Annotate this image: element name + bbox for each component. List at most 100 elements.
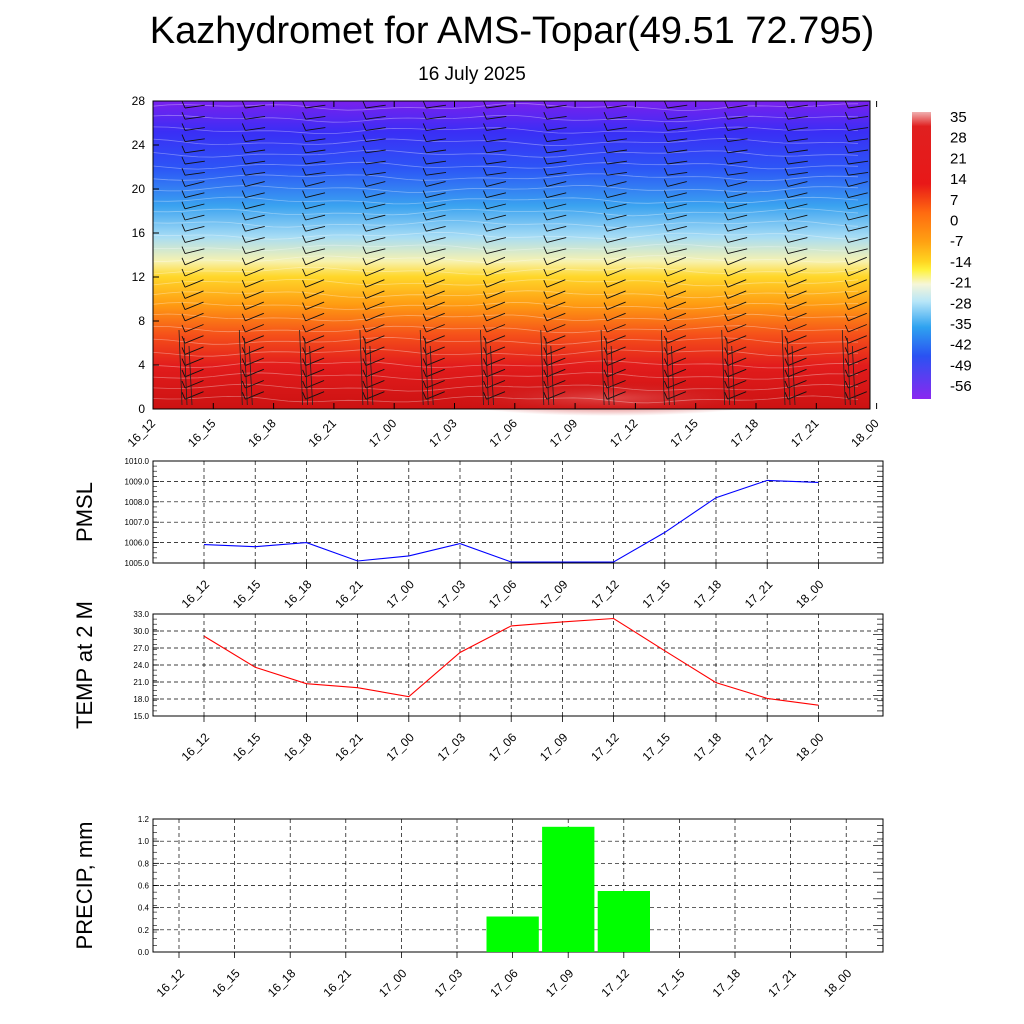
x-tick-label: 16_15 <box>209 966 243 1000</box>
wind-barb-flag <box>724 100 729 109</box>
wind-barb-flag <box>784 201 789 209</box>
wind-barb-flag <box>603 369 608 377</box>
wind-barb-flag <box>844 380 849 389</box>
wind-barb-shaft <box>727 368 747 378</box>
wind-barb-shaft <box>245 301 264 311</box>
x-tick-label: 16_18 <box>281 577 315 611</box>
heatmap-contour <box>152 266 859 275</box>
wind-barb-shaft <box>486 256 506 266</box>
wind-barb-flag <box>422 112 427 120</box>
wind-barb-flag <box>483 156 487 165</box>
wind-barb-shaft <box>607 149 627 154</box>
wind-barb-shaft <box>786 337 791 406</box>
wind-barb-shaft <box>726 337 731 406</box>
wind-barb-flag <box>302 358 307 366</box>
wind-barb-shaft <box>365 368 385 378</box>
wind-barb-shaft <box>848 346 867 355</box>
wind-barb-shaft <box>426 248 446 255</box>
wind-barb-shaft <box>667 248 687 255</box>
x-tick-label: 17_12 <box>588 730 622 764</box>
wind-barb-flag <box>844 324 849 333</box>
y-tick-label: 27.0 <box>133 644 149 653</box>
wind-barb-flag <box>724 313 729 321</box>
wind-barb-flag <box>784 246 789 254</box>
wind-barb-flag <box>844 369 849 377</box>
wind-barb-shaft <box>184 256 204 266</box>
wind-barb-flag <box>181 112 186 120</box>
wind-barb-flag <box>844 212 849 221</box>
wind-barb-shaft <box>546 380 566 389</box>
wind-barb-flag <box>181 369 186 377</box>
wind-barb-shaft <box>245 324 264 333</box>
y-tick-label: 0.0 <box>138 948 150 957</box>
wind-barb-flag <box>362 201 367 209</box>
wind-barb-shaft <box>667 192 687 199</box>
colorbar-label: -28 <box>950 295 972 312</box>
colorbar-label: 0 <box>950 213 958 230</box>
wind-barb-shaft <box>606 192 627 199</box>
wind-barb-flag <box>181 179 186 187</box>
wind-barb-flag <box>543 100 548 109</box>
wind-barb-flag <box>663 392 668 400</box>
heatmap-contour <box>152 243 859 252</box>
wind-barb-flag <box>844 246 849 254</box>
wind-barb-shaft <box>486 290 506 299</box>
wind-barb-flag <box>302 392 307 400</box>
wind-barb-shaft <box>546 346 566 355</box>
wind-barb-shaft <box>365 268 385 277</box>
y-tick-label: 1009.0 <box>125 477 150 486</box>
wind-barb-shaft <box>667 104 688 109</box>
wind-barb-flag <box>241 100 246 109</box>
wind-barb-shaft <box>848 115 869 120</box>
wind-barb-shaft <box>245 160 266 165</box>
wind-barb-shaft <box>546 127 567 131</box>
wind-barb-shaft <box>184 248 205 255</box>
wind-barb-shaft <box>245 357 264 367</box>
wind-barb-flag <box>844 291 849 299</box>
wind-barb-flag <box>181 358 186 366</box>
wind-barb-shaft <box>365 214 386 221</box>
wind-barb-flag <box>543 380 548 389</box>
wind-barb-shaft <box>365 256 385 266</box>
wind-barb-shaft <box>848 357 867 367</box>
wind-barb-flag <box>181 291 186 299</box>
wind-barb-flag <box>724 380 729 389</box>
wind-barb-shaft <box>667 203 687 210</box>
wind-barb-shaft <box>426 256 445 266</box>
wind-barb-flag <box>362 380 367 389</box>
wind-barb-shaft <box>184 391 204 400</box>
wind-barb-shaft <box>727 391 747 400</box>
heatmap-x-tick-label: 17_06 <box>486 416 520 450</box>
wind-barb-flag <box>603 324 608 333</box>
y-axis-label: PMSL <box>72 482 97 542</box>
wind-barb-shaft <box>243 337 248 406</box>
wind-barb-shaft <box>365 237 386 243</box>
wind-barb-shaft <box>667 237 687 243</box>
wind-barb-shaft <box>426 181 446 187</box>
wind-barb-flag <box>603 302 608 310</box>
wind-barb-flag <box>784 302 789 310</box>
wind-barb-shaft <box>787 279 807 288</box>
wind-barb-flag <box>844 179 849 187</box>
wind-barb-flag <box>181 145 186 153</box>
heatmap-x-tick-label: 17_21 <box>788 416 822 450</box>
wind-barb-shaft <box>426 214 446 221</box>
y-tick-label: 24.0 <box>133 661 149 670</box>
wind-barb-shaft <box>365 225 386 232</box>
wind-barb-flag <box>422 212 427 221</box>
wind-barb-flag <box>844 123 849 131</box>
wind-barb-shaft <box>727 104 748 109</box>
wind-barb-flag <box>302 112 307 120</box>
wind-barb-shaft <box>667 225 687 232</box>
wind-barb-flag <box>603 291 608 299</box>
wind-barb-flag <box>483 313 487 321</box>
wind-barb-shaft <box>606 290 626 299</box>
wind-barb-shaft <box>245 214 265 221</box>
wind-barb-flag <box>543 190 548 198</box>
heatmap-x-tick-label: 17_15 <box>667 416 701 450</box>
wind-barb-flag <box>241 201 246 209</box>
colorbar-gradient <box>912 112 931 399</box>
wind-barb-flag <box>483 179 487 187</box>
wind-barb-shaft <box>365 357 385 367</box>
wind-barb-shaft <box>546 290 566 299</box>
